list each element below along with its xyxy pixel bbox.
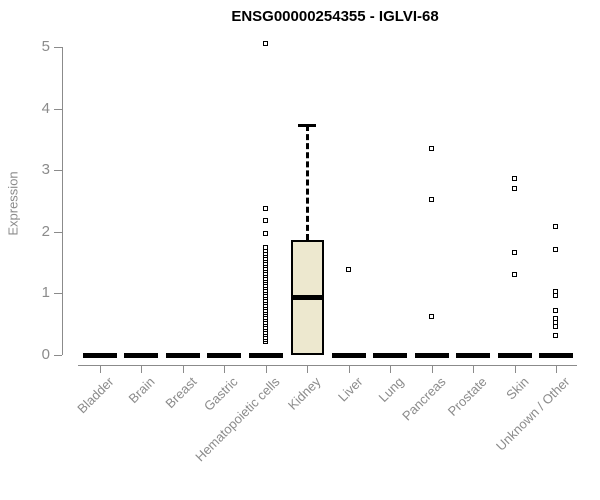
boxplot-zero-bar (538, 352, 573, 358)
outlier-point (263, 231, 269, 237)
y-tick (54, 355, 62, 356)
y-tick-label: 4 (41, 99, 50, 117)
y-tick-label: 0 (41, 346, 50, 363)
y-tick-label: 5 (41, 38, 50, 55)
y-tick (54, 170, 62, 172)
x-axis-line (78, 365, 577, 366)
outlier-point (429, 196, 435, 202)
boxplot-zero-bar (497, 352, 532, 358)
chart-title: ENSG00000254355 - IGLVI-68 (231, 8, 439, 25)
outlier-point (346, 267, 352, 273)
boxplot-zero-bar (124, 352, 159, 358)
outlier-point (553, 289, 559, 295)
boxplot-zero-bar (165, 352, 200, 358)
outlier-point (429, 145, 435, 151)
outlier-point (512, 185, 517, 191)
x-tick (265, 365, 267, 373)
y-axis-line (62, 47, 63, 355)
outlier-point (553, 320, 559, 326)
boxplot-zero-bar (373, 352, 408, 358)
y-tick (54, 108, 62, 110)
x-tick (390, 365, 392, 373)
x-tick (141, 365, 143, 373)
x-tick (473, 365, 475, 373)
x-tick (100, 365, 101, 373)
outlier-point (512, 271, 517, 277)
outlier-point (553, 315, 559, 321)
outlier-point (553, 307, 559, 313)
y-tick (54, 231, 62, 233)
boxplot-whisker-cap (298, 124, 317, 128)
boxplot-median (290, 295, 324, 301)
outlier-point (263, 245, 269, 251)
outlier-point (263, 205, 269, 211)
y-tick-label: 3 (41, 161, 50, 179)
x-tick (348, 365, 350, 373)
outlier-point (429, 314, 435, 320)
x-tick (224, 365, 226, 373)
y-tick-label: 2 (41, 222, 50, 240)
boxplot-zero-bar (248, 352, 283, 358)
y-tick (54, 47, 62, 48)
outlier-point (263, 41, 269, 47)
boxplot-zero-bar (414, 352, 449, 358)
x-tick (431, 365, 433, 373)
boxplot-zero-bar (456, 352, 491, 358)
x-tick (555, 365, 557, 373)
x-tick (182, 365, 184, 373)
outlier-point (263, 218, 269, 224)
outlier-point (553, 246, 559, 252)
boxplot-zero-bar (331, 352, 366, 358)
y-tick-label: 1 (41, 284, 50, 302)
outlier-point (553, 224, 559, 230)
outlier-point (512, 250, 517, 256)
boxplot-whisker (305, 125, 309, 240)
y-tick (54, 293, 62, 295)
boxplot-zero-bar (83, 352, 117, 358)
x-tick (307, 365, 309, 373)
x-tick (514, 365, 516, 373)
outlier-point (512, 176, 517, 182)
boxplot-zero-bar (207, 352, 242, 358)
outlier-point (553, 332, 559, 338)
